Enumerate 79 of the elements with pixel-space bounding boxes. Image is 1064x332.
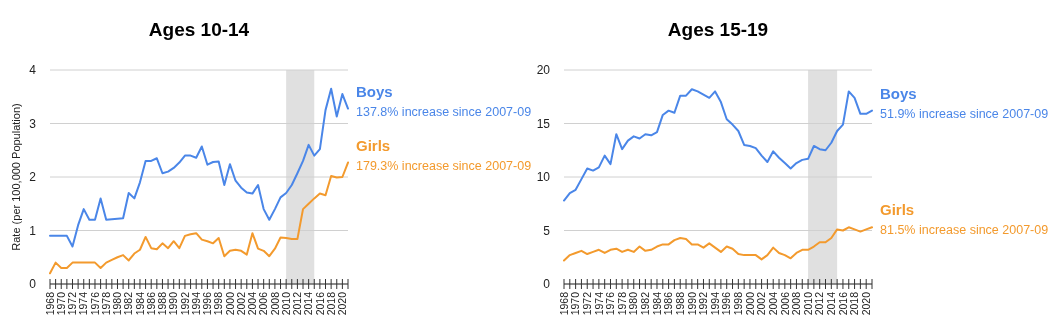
x-tick-label: 2002 [755,291,768,316]
x-tick-label: 1974 [77,291,90,316]
text: 179.3% increase since 2007-09 [356,158,532,173]
x-tick-label: 2020 [859,291,872,316]
x-tick-label: 1976 [604,291,617,316]
x-tick-label: 1996 [720,291,733,316]
x-tick-label: 1980 [627,291,640,316]
y-tick-label: 0 [29,277,37,292]
x-tick-label: 1976 [88,291,101,316]
x-tick-label: 2016 [313,291,326,316]
x-tick-label: 2014 [825,291,837,316]
y-tick-label: 20 [536,63,551,78]
x-tick-label: 1984 [133,291,146,316]
y-tick-label: 0 [543,277,551,292]
chart-title: Ages 10-14 [148,19,250,40]
x-tick-label: 1968 [557,291,570,316]
series-label: Girls [880,201,915,219]
x-tick-label: 2020 [336,291,349,316]
x-tick-label: 2004 [766,291,779,316]
x-tick-label: 1994 [189,291,202,316]
line-series [563,88,873,202]
x-tick-label: 2018 [848,291,861,316]
x-tick-label: 2008 [790,291,803,316]
x-tick-label: 1972 [66,291,79,316]
y-tick-label: 2 [29,170,37,185]
x-tick-label: 2010 [279,291,292,316]
y-tick-label: 5 [543,223,551,238]
x-tick-label: 2012 [291,291,304,316]
x-tick-label: 1968 [43,291,56,316]
x-tick-label: 2016 [836,291,849,316]
x-tick-label: 1996 [201,291,214,316]
series-label: Boys [880,84,917,102]
line-series [563,226,873,262]
text: 81.5% increase since 2007-09 [880,223,1049,238]
y-tick-label: 1 [29,223,37,238]
x-tick-label: 2014 [302,291,315,316]
x-tick-label: 1986 [662,291,675,316]
x-tick-label: 2006 [257,291,270,316]
series-label: Boys [356,82,393,100]
x-tick-label: 1988 [673,291,686,316]
x-tick-label: 2004 [246,291,259,316]
x-tick-label: 2000 [743,291,756,316]
line-series [49,161,349,275]
x-tick-label: 2000 [223,291,236,316]
x-tick-label: 1998 [732,291,745,316]
y-tick-label: 15 [536,116,551,131]
x-tick-label: 1998 [212,291,225,316]
x-tick-label: 2008 [268,291,281,316]
chart-title: Ages 15-19 [667,19,769,40]
x-tick-label: 1986 [144,291,157,316]
y-tick-label: 10 [536,170,551,185]
x-tick-label: 1978 [99,291,112,316]
x-tick-label: 1988 [156,291,169,316]
text: 137.8% increase since 2007-09 [356,104,532,119]
x-tick-label: 2010 [801,291,814,316]
x-tick-label: 1980 [111,291,124,316]
x-tick-label: 2006 [778,291,791,316]
series-label: Girls [356,136,391,154]
x-tick-label: 1970 [569,291,582,316]
x-tick-label: 1992 [697,291,710,316]
x-tick-label: 1982 [122,291,135,316]
y-tick-label: 3 [29,116,37,131]
x-tick-label: 1994 [708,291,721,316]
x-tick-label: 2002 [234,291,247,316]
x-tick-label: 1974 [592,291,605,316]
x-tick-label: 1984 [650,291,663,316]
line-series [49,87,349,248]
x-tick-label: 1982 [639,291,652,316]
text: 51.9% increase since 2007-09 [880,106,1049,121]
y-tick-label: 4 [29,63,37,78]
y-axis-title: Rate (per 100,000 Population) [10,103,22,251]
x-tick-label: 2018 [324,291,337,316]
x-tick-label: 1972 [580,291,593,316]
x-tick-label: 1992 [178,291,191,316]
x-tick-label: 1990 [167,291,180,316]
x-tick-label: 1990 [685,291,698,316]
x-tick-label: 1970 [54,291,67,316]
x-tick-label: 2012 [813,291,826,316]
x-tick-label: 1978 [615,291,628,316]
